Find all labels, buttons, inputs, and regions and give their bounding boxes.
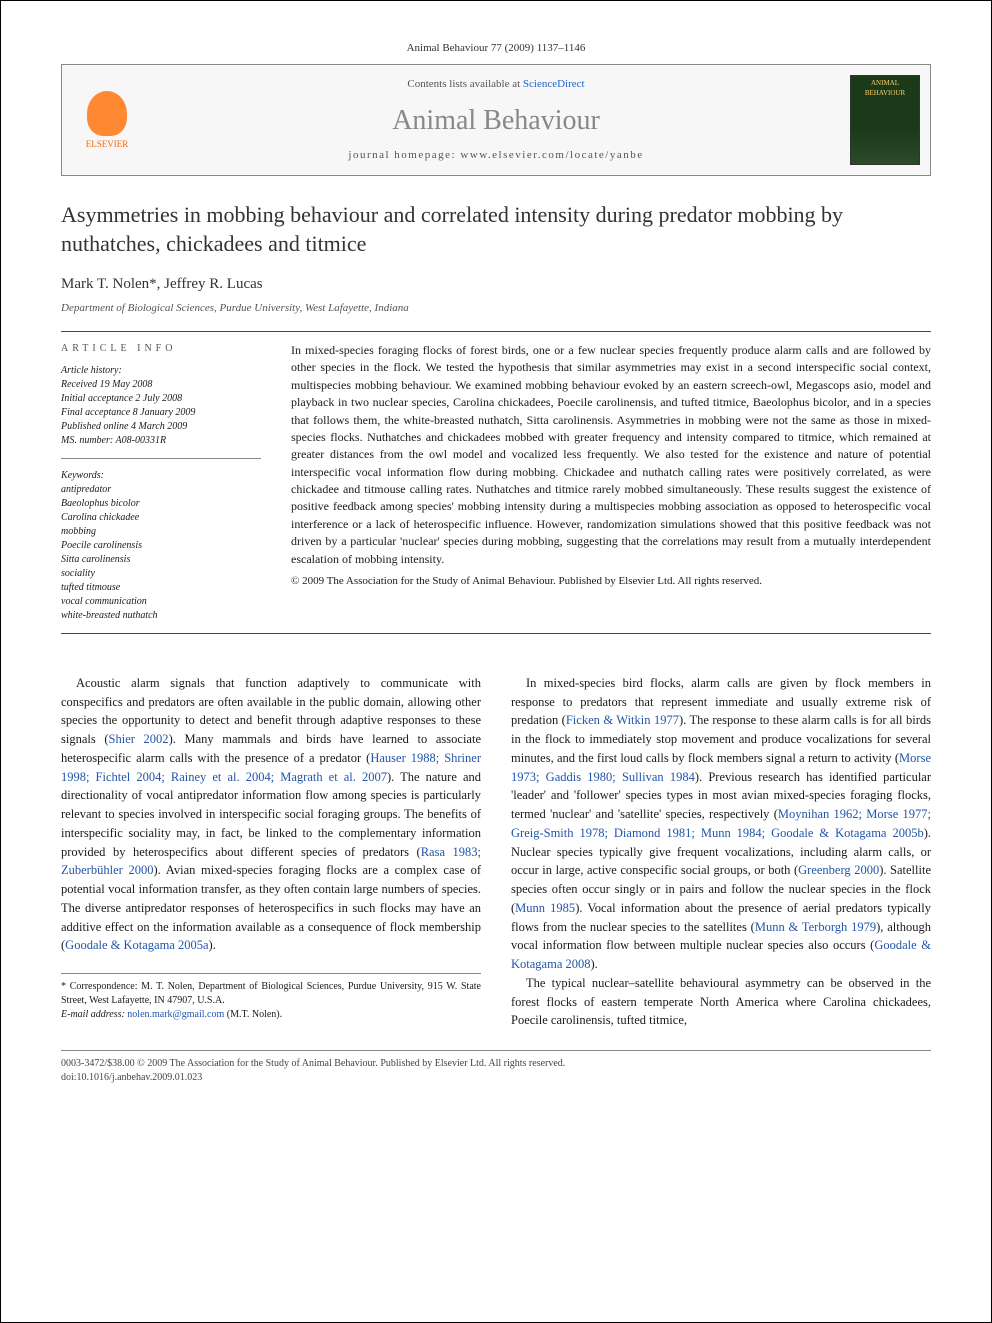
- history-final: Final acceptance 8 January 2009: [61, 406, 261, 420]
- divider: [61, 331, 931, 332]
- keyword-item: tufted titmouse: [61, 581, 261, 595]
- keywords-label: Keywords:: [61, 469, 261, 483]
- article-page: Animal Behaviour 77 (2009) 1137–1146 ELS…: [0, 0, 992, 1323]
- keyword-item: Baeolophus bicolor: [61, 497, 261, 511]
- keyword-item: vocal communication: [61, 595, 261, 609]
- correspondence-text: * Correspondence: M. T. Nolen, Departmen…: [61, 980, 481, 1008]
- keyword-item: Sitta carolinensis: [61, 553, 261, 567]
- citation-link[interactable]: Goodale & Kotagama 2005a: [65, 938, 208, 952]
- contents-bar: ELSEVIER Contents lists available at Sci…: [61, 64, 931, 176]
- correspondence-email-line: E-mail address: nolen.mark@gmail.com (M.…: [61, 1008, 481, 1022]
- elsevier-label: ELSEVIER: [86, 138, 129, 151]
- elsevier-logo[interactable]: ELSEVIER: [72, 85, 142, 155]
- divider: [61, 633, 931, 634]
- copyright-line: © 2009 The Association for the Study of …: [291, 574, 931, 590]
- journal-name: Animal Behaviour: [142, 101, 850, 140]
- citation-link[interactable]: Munn & Terborgh 1979: [755, 920, 876, 934]
- footer-copyright: 0003-3472/$38.00 © 2009 The Association …: [61, 1057, 931, 1071]
- info-abstract-row: ARTICLE INFO Article history: Received 1…: [61, 342, 931, 623]
- contents-center: Contents lists available at ScienceDirec…: [142, 77, 850, 163]
- sciencedirect-link[interactable]: ScienceDirect: [523, 78, 585, 90]
- history-published: Published online 4 March 2009: [61, 420, 261, 434]
- homepage-line: journal homepage: www.elsevier.com/locat…: [142, 148, 850, 163]
- article-title: Asymmetries in mobbing behaviour and cor…: [61, 201, 931, 258]
- elsevier-tree-icon: [87, 91, 127, 136]
- keywords-block: Keywords: antipredator Baeolophus bicolo…: [61, 469, 261, 623]
- body-paragraph: The typical nuclear–satellite behavioura…: [511, 974, 931, 1030]
- keyword-item: Carolina chickadee: [61, 511, 261, 525]
- journal-cover-thumbnail[interactable]: ANIMAL BEHAVIOUR: [850, 75, 920, 165]
- citation-link[interactable]: Munn 1985: [515, 901, 575, 915]
- keyword-item: Poecile carolinensis: [61, 539, 261, 553]
- homepage-url[interactable]: www.elsevier.com/locate/yanbe: [460, 149, 643, 161]
- keyword-item: antipredator: [61, 483, 261, 497]
- keyword-item: mobbing: [61, 525, 261, 539]
- right-column: In mixed-species bird flocks, alarm call…: [511, 674, 931, 1030]
- journal-citation: Animal Behaviour 77 (2009) 1137–1146: [61, 41, 931, 56]
- authors: Mark T. Nolen*, Jeffrey R. Lucas: [61, 274, 931, 295]
- correspondence-block: * Correspondence: M. T. Nolen, Departmen…: [61, 973, 481, 1022]
- citation-link[interactable]: Greenberg 2000: [798, 863, 879, 877]
- left-column: Acoustic alarm signals that function ada…: [61, 674, 481, 1030]
- body-paragraph: In mixed-species bird flocks, alarm call…: [511, 674, 931, 974]
- affiliation: Department of Biological Sciences, Purdu…: [61, 301, 931, 316]
- page-footer: 0003-3472/$38.00 © 2009 The Association …: [61, 1050, 931, 1085]
- email-link[interactable]: nolen.mark@gmail.com: [127, 1009, 224, 1020]
- body-paragraph: Acoustic alarm signals that function ada…: [61, 674, 481, 955]
- article-history: Article history: Received 19 May 2008 In…: [61, 364, 261, 459]
- footer-doi: doi:10.1016/j.anbehav.2009.01.023: [61, 1071, 931, 1085]
- history-ms: MS. number: A08-00331R: [61, 434, 261, 448]
- citation-link[interactable]: Shier 2002: [109, 732, 169, 746]
- history-label: Article history:: [61, 364, 261, 378]
- citation-link[interactable]: Ficken & Witkin 1977: [566, 713, 679, 727]
- history-received: Received 19 May 2008: [61, 378, 261, 392]
- abstract-text: In mixed-species foraging flocks of fore…: [291, 343, 931, 566]
- history-initial: Initial acceptance 2 July 2008: [61, 392, 261, 406]
- keyword-item: white-breasted nuthatch: [61, 609, 261, 623]
- body-columns: Acoustic alarm signals that function ada…: [61, 674, 931, 1030]
- article-info-sidebar: ARTICLE INFO Article history: Received 1…: [61, 342, 261, 623]
- keyword-item: sociality: [61, 567, 261, 581]
- article-info-heading: ARTICLE INFO: [61, 342, 261, 356]
- abstract: In mixed-species foraging flocks of fore…: [291, 342, 931, 623]
- contents-available-line: Contents lists available at ScienceDirec…: [142, 77, 850, 92]
